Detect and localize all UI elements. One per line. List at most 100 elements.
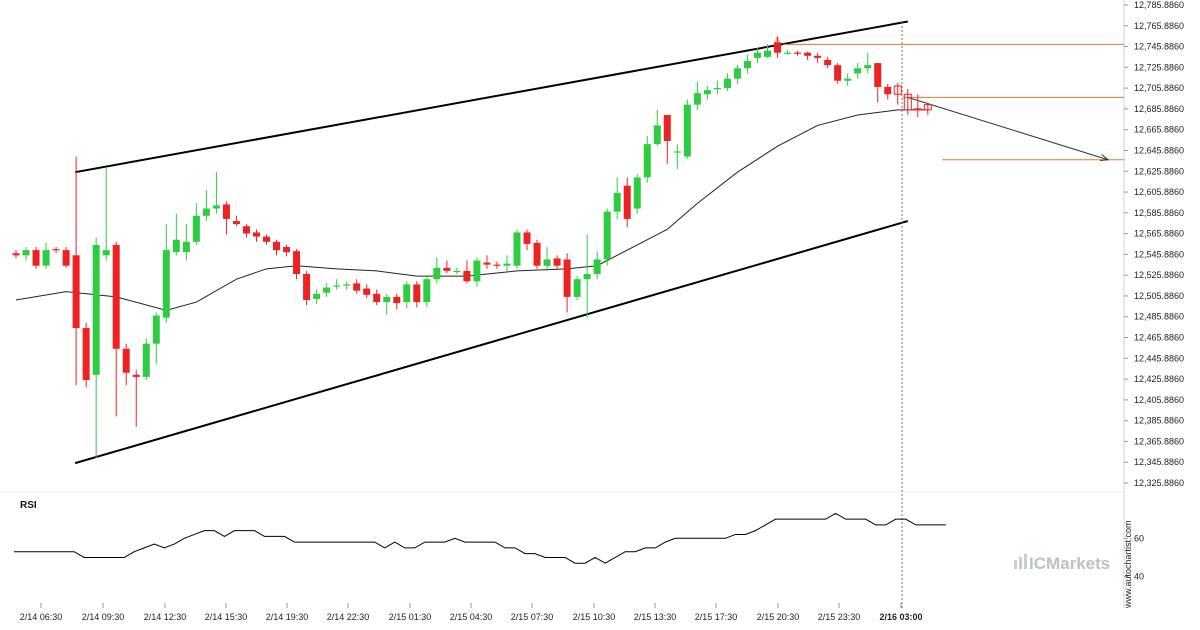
- candle-body: [713, 88, 721, 90]
- y-tick-label: 12,565.8860: [1134, 229, 1184, 239]
- candle: [533, 239, 541, 269]
- candle-body: [663, 115, 671, 142]
- candle-body: [483, 262, 491, 265]
- candle-body: [693, 93, 701, 105]
- candle: [513, 229, 521, 269]
- candle: [152, 312, 160, 365]
- y-tick-label: 12,505.8860: [1134, 291, 1184, 301]
- y-tick-label: 12,345.8860: [1134, 457, 1184, 467]
- candle-body: [72, 255, 80, 329]
- candle-body: [22, 250, 30, 256]
- candle-body: [633, 177, 641, 209]
- x-tick-label: 2/15 07:30: [511, 612, 554, 622]
- candle-body: [32, 250, 40, 266]
- candle: [52, 246, 60, 254]
- candle: [383, 293, 391, 315]
- candle: [323, 283, 331, 297]
- candle: [142, 338, 150, 381]
- candle-body: [603, 211, 611, 260]
- y-tick-label: 12,685.8860: [1134, 104, 1184, 114]
- candle: [824, 56, 832, 69]
- candle: [483, 255, 491, 269]
- candle: [784, 49, 792, 55]
- candle: [373, 289, 381, 306]
- candle-body: [443, 267, 451, 271]
- candle-body: [543, 259, 551, 266]
- candle: [854, 63, 862, 79]
- candle: [913, 94, 922, 118]
- candle-body: [202, 208, 210, 216]
- candle: [182, 224, 190, 261]
- candle: [353, 279, 361, 294]
- candle-body: [794, 52, 802, 54]
- candle: [283, 244, 291, 257]
- y-tick-label: 12,545.8860: [1134, 249, 1184, 259]
- plot-background: [12, 5, 1124, 608]
- candle: [273, 239, 281, 256]
- candle: [923, 102, 932, 116]
- candle: [293, 249, 301, 280]
- y-tick-label: 12,405.8860: [1134, 395, 1184, 405]
- candle: [834, 63, 842, 84]
- candle: [22, 246, 30, 261]
- candle-body: [303, 274, 311, 300]
- candle: [82, 322, 90, 388]
- candle-body: [593, 259, 601, 275]
- candle: [212, 172, 220, 214]
- candle-body: [854, 68, 862, 74]
- candle-body: [723, 78, 731, 89]
- x-tick-label: 2/14 06:30: [20, 612, 63, 622]
- candle-body: [283, 246, 291, 253]
- candle-body: [864, 65, 872, 69]
- candle: [393, 293, 401, 310]
- candle-body: [463, 270, 471, 282]
- candle-body: [343, 284, 351, 286]
- candle-body: [613, 192, 621, 212]
- candle-body: [232, 221, 240, 225]
- candle: [232, 215, 240, 227]
- candle: [112, 241, 120, 417]
- x-tick-label: 2/15 20:30: [757, 612, 800, 622]
- x-tick-label: 2/14 15:30: [205, 612, 248, 622]
- candle: [794, 50, 802, 56]
- price-levels: A: [775, 22, 1124, 608]
- candle-body: [573, 279, 581, 297]
- candle-body: [353, 283, 361, 291]
- candle-body: [913, 108, 922, 111]
- candle-body: [313, 293, 321, 299]
- x-axis: 2/14 06:30 2/14 09:30 2/14 12:30 2/14 15:30…: [20, 603, 923, 622]
- candle: [92, 237, 100, 458]
- y-tick-label: 12,705.8860: [1134, 83, 1184, 93]
- moving-average: [15, 109, 928, 311]
- x-tick-label: 2/15 17:30: [695, 612, 738, 622]
- y-tick-label: 12,425.8860: [1134, 374, 1184, 384]
- y-tick-label: 12,785.8860: [1134, 0, 1184, 10]
- y-tick-label: 12,645.8860: [1134, 145, 1184, 155]
- candle: [603, 208, 611, 266]
- candle: [743, 54, 751, 74]
- candle: [473, 257, 481, 287]
- candle-body: [82, 328, 90, 381]
- candle: [12, 250, 20, 259]
- chart-frame: [0, 0, 1125, 608]
- candle-body: [92, 244, 100, 375]
- candle: [753, 47, 761, 64]
- candle: [313, 289, 321, 305]
- candle: [493, 261, 501, 269]
- candle-body: [844, 78, 852, 81]
- candle: [893, 82, 902, 105]
- candle: [102, 166, 110, 261]
- candle-body: [132, 374, 140, 377]
- candle-body: [102, 250, 110, 256]
- candle-body: [814, 55, 822, 58]
- candle: [242, 224, 250, 238]
- candle-body: [172, 239, 180, 253]
- candle: [814, 52, 822, 64]
- candle-body: [242, 226, 250, 234]
- candle: [252, 229, 260, 242]
- y-tick-label: 12,745.8860: [1134, 42, 1184, 52]
- candle-body: [733, 68, 741, 79]
- candle-body: [703, 90, 711, 95]
- candle-body: [112, 244, 120, 349]
